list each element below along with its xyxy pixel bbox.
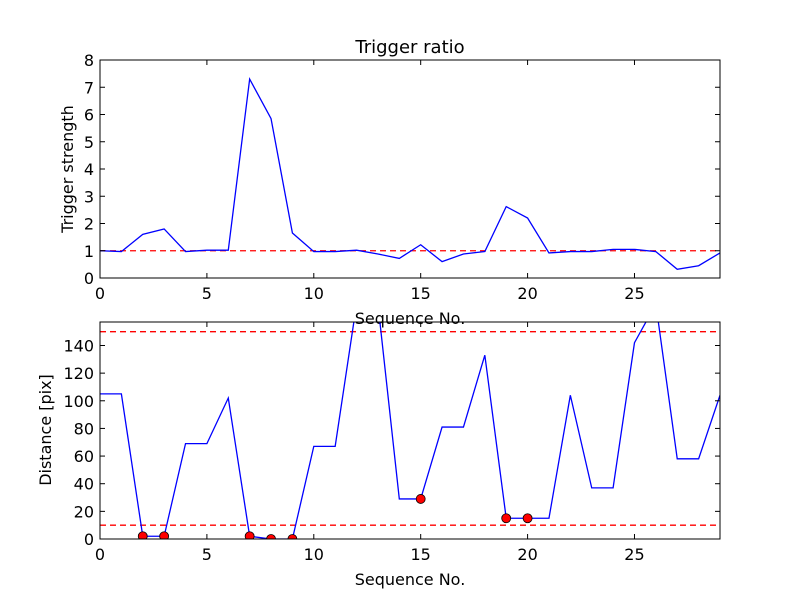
x-tick-label: 20 [517,284,537,303]
y-tick-label: 1 [84,242,94,261]
y-tick-label: 3 [84,187,94,206]
plot-area [100,76,720,270]
x-tick-label: 20 [517,545,537,564]
y-tick-label: 8 [84,51,94,70]
x-tick-label: 15 [411,284,431,303]
chart-title: Trigger ratio [354,37,464,58]
y-axis-label: Trigger strength [58,105,77,234]
data-point-marker [244,531,255,539]
y-tick-label: 120 [63,364,94,383]
data-point-marker [266,534,276,539]
series-line [100,322,720,539]
plot-area [100,322,720,539]
data-point-marker [287,534,298,539]
y-tick-label: 80 [74,419,94,438]
x-tick-label: 25 [624,284,644,303]
y-tick-label: 5 [84,133,94,152]
x-tick-label: 0 [95,545,105,564]
y-axis-label: Distance [pix] [36,374,55,486]
x-tick-label: 5 [202,545,212,564]
data-point-marker [522,513,533,524]
y-axis: 0 1 2 3 4 5 6 7 8 [84,51,720,288]
data-point-marker [501,513,512,524]
y-tick-label: 0 [84,530,94,549]
y-tick-label: 6 [84,106,94,125]
x-axis-label: Sequence No. [355,309,466,328]
y-tick-label: 100 [63,392,94,411]
x-tick-label: 15 [411,545,431,564]
x-axis: 0 5 10 15 20 25 [95,322,645,564]
y-tick-label: 4 [84,160,94,179]
data-point-marker [137,531,148,539]
x-tick-label: 10 [304,284,324,303]
y-tick-label: 2 [84,215,94,234]
axes-frame [99,321,721,540]
distance-chart: 0 5 10 15 20 25 0 20 40 60 80 100 120 140 Sequence N… [36,321,721,589]
x-tick-label: 10 [304,545,324,564]
y-tick-label: 60 [74,447,94,466]
x-tick-label: 5 [202,284,212,303]
series-line [100,76,720,270]
x-axis-label: Sequence No. [355,570,466,589]
y-tick-label: 40 [74,475,94,494]
x-axis: 0 5 10 15 20 25 [95,60,645,303]
y-tick-label: 20 [74,502,94,521]
y-tick-label: 0 [84,269,94,288]
y-tick-label: 140 [63,336,94,355]
trigger-ratio-chart: Trigger ratio 0 5 10 15 20 25 0 1 2 3 4 5 6 7 8 Seque… [58,37,721,328]
y-axis: 0 20 40 60 80 100 120 140 [63,336,720,549]
data-point-marker [159,531,170,539]
data-point-marker [415,494,426,504]
x-tick-label: 0 [95,284,105,303]
y-tick-label: 7 [84,78,94,97]
x-tick-label: 25 [624,545,644,564]
